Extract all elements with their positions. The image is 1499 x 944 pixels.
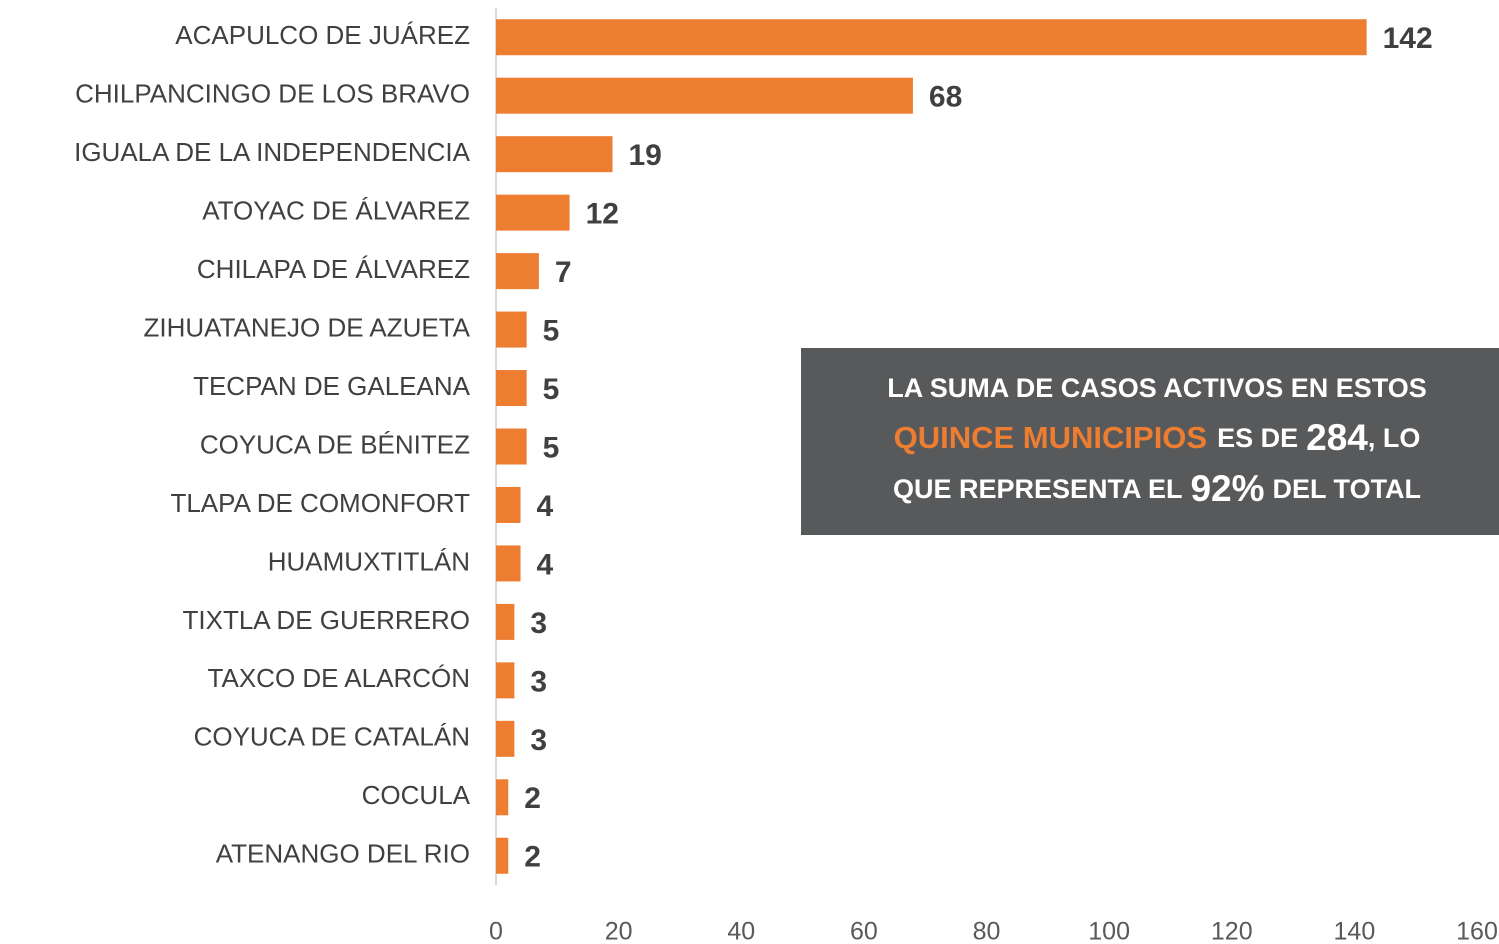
x-tick-label: 60 bbox=[850, 918, 878, 944]
y-tick-label: TLAPA DE COMONFORT bbox=[170, 488, 470, 518]
value-label: 5 bbox=[543, 314, 560, 347]
value-label: 3 bbox=[530, 724, 547, 757]
value-label: 68 bbox=[929, 81, 962, 114]
y-tick-label: COCULA bbox=[362, 780, 471, 810]
bar bbox=[496, 370, 527, 407]
bar bbox=[496, 253, 539, 290]
annotation-percent: 92% bbox=[1190, 468, 1264, 509]
bar bbox=[496, 837, 509, 874]
y-tick-label: ATOYAC DE ÁLVAREZ bbox=[202, 196, 470, 226]
value-label: 5 bbox=[543, 431, 560, 464]
bar bbox=[496, 720, 515, 757]
bar bbox=[496, 136, 613, 173]
bar bbox=[496, 779, 509, 816]
value-label: 12 bbox=[586, 198, 619, 231]
annotation-text: LA SUMA DE CASOS ACTIVOS EN ESTOS bbox=[887, 373, 1427, 403]
value-label: 3 bbox=[530, 665, 547, 698]
x-tick-label: 100 bbox=[1088, 918, 1130, 944]
y-tick-label: HUAMUXTITLÁN bbox=[268, 546, 470, 576]
annotation-line: QUE REPRESENTA EL 92% DEL TOTAL bbox=[893, 468, 1421, 509]
y-tick-label: CHILAPA DE ÁLVAREZ bbox=[197, 254, 470, 284]
bar bbox=[496, 486, 521, 523]
y-tick-label: ZIHUATANEJO DE AZUETA bbox=[144, 312, 471, 342]
bar bbox=[496, 77, 913, 114]
y-tick-label: TECPAN DE GALEANA bbox=[193, 371, 471, 401]
y-tick-label: COYUCA DE BÉNITEZ bbox=[200, 429, 470, 459]
annotation-text: DEL TOTAL bbox=[1273, 474, 1422, 504]
value-label: 4 bbox=[537, 490, 554, 523]
value-label: 5 bbox=[543, 373, 560, 406]
x-tick-label: 160 bbox=[1456, 918, 1498, 944]
value-label: 2 bbox=[524, 782, 541, 815]
bar bbox=[496, 428, 527, 465]
value-label: 3 bbox=[530, 607, 547, 640]
x-tick-label: 80 bbox=[973, 918, 1001, 944]
x-tick-label: 40 bbox=[727, 918, 755, 944]
annotation-line: LA SUMA DE CASOS ACTIVOS EN ESTOS bbox=[887, 373, 1427, 403]
y-tick-label: ACAPULCO DE JUÁREZ bbox=[175, 20, 470, 50]
y-tick-label: TAXCO DE ALARCÓN bbox=[208, 663, 470, 693]
y-tick-label: COYUCA DE CATALÁN bbox=[194, 722, 470, 752]
value-label: 2 bbox=[524, 841, 541, 874]
y-tick-label: ATENANGO DEL RIO bbox=[216, 839, 470, 869]
annotation-text: ES DE bbox=[1217, 423, 1298, 453]
bar bbox=[496, 545, 521, 582]
annotation-line: QUINCE MUNICIPIOS ES DE 284, LO bbox=[894, 417, 1421, 458]
annotation-text: QUE REPRESENTA EL bbox=[893, 474, 1183, 504]
bar bbox=[496, 194, 570, 231]
value-label: 19 bbox=[628, 139, 661, 172]
annotation-total: 284 bbox=[1306, 417, 1368, 458]
bar bbox=[496, 311, 527, 348]
bar bbox=[496, 603, 515, 640]
x-tick-label: 140 bbox=[1334, 918, 1376, 944]
annotation-text: , LO bbox=[1368, 423, 1421, 453]
value-label: 7 bbox=[555, 256, 572, 289]
y-tick-label: CHILPANCINGO DE LOS BRAVO bbox=[75, 79, 470, 109]
x-tick-label: 20 bbox=[605, 918, 633, 944]
y-tick-label: IGUALA DE LA INDEPENDENCIA bbox=[74, 137, 471, 167]
annotation-highlight: QUINCE MUNICIPIOS bbox=[894, 420, 1207, 455]
x-tick-label: 120 bbox=[1211, 918, 1253, 944]
bar bbox=[496, 662, 515, 699]
value-label: 142 bbox=[1383, 22, 1433, 55]
value-label: 4 bbox=[537, 548, 554, 581]
x-tick-label: 0 bbox=[489, 918, 503, 944]
annotation-box bbox=[801, 348, 1499, 535]
bar bbox=[496, 19, 1367, 56]
y-tick-label: TIXTLA DE GUERRERO bbox=[183, 605, 471, 635]
